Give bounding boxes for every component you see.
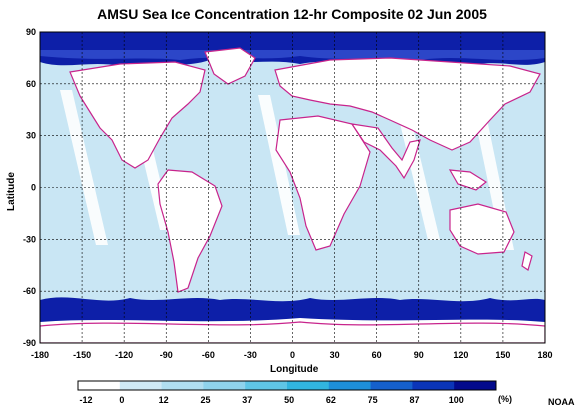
lon-tick-label: 60 [372, 350, 382, 360]
colorbar-label: -12 [79, 395, 92, 405]
colorbar-label: 75 [368, 395, 378, 405]
lat-tick-label: -30 [23, 234, 36, 244]
lon-tick-label: -30 [244, 350, 257, 360]
colorbar-label: 100 [449, 395, 464, 405]
colorbar-segment [245, 381, 288, 390]
colorbar-label: 25 [200, 395, 210, 405]
lon-tick-label: 0 [290, 350, 295, 360]
lat-tick-label: 30 [26, 131, 36, 141]
gridlines [40, 32, 545, 343]
lon-tick-label: -60 [202, 350, 215, 360]
colorbar-segment [287, 381, 330, 390]
x-axis-label: Longitude [270, 364, 319, 375]
y-axis-label: Latitude [5, 172, 17, 211]
colorbar-label: 87 [409, 395, 419, 405]
colorbar-segment [454, 381, 497, 390]
lat-tick-label: -60 [23, 286, 36, 296]
colorbar-unit: (%) [498, 394, 512, 404]
colorbar-label: 50 [284, 395, 294, 405]
colorbar-segment [78, 381, 121, 390]
lon-tick-label: -150 [73, 350, 91, 360]
colorbar-label: 0 [119, 395, 124, 405]
lat-tick-label: 0 [31, 183, 36, 193]
lon-tick-label: 180 [537, 350, 552, 360]
colorbar-label: 37 [242, 395, 252, 405]
colorbar-segment [328, 381, 372, 390]
lat-tick-label: -90 [23, 338, 36, 348]
colorbar-label: 12 [159, 395, 169, 405]
colorbar-frame [77, 380, 497, 391]
colorbar-segment [203, 381, 246, 390]
lon-tick-label: 120 [453, 350, 468, 360]
lon-tick-label: 30 [330, 350, 340, 360]
plot-frame [39, 31, 546, 344]
lon-tick-label: -90 [160, 350, 173, 360]
lon-tick-label: 90 [414, 350, 424, 360]
lat-tick-label: 60 [26, 79, 36, 89]
colorbar-segment [370, 381, 413, 390]
colorbar-segment [412, 381, 455, 390]
credit-label: NOAA [548, 397, 575, 407]
lon-tick-labels: -180 -150 -120 -90 -60 -30 0 30 60 90 120 150 180 [31, 350, 553, 360]
lon-tick-label: -180 [31, 350, 49, 360]
lon-tick-label: -120 [115, 350, 133, 360]
colorbar-segment [161, 381, 204, 390]
lat-tick-label: 90 [26, 27, 36, 37]
map-title: AMSU Sea Ice Concentration 12-hr Composi… [97, 6, 487, 22]
lon-tick-label: 150 [495, 350, 510, 360]
colorbar: -12 0 12 25 37 50 62 75 87 100 [77, 380, 497, 405]
lat-tick-labels: 90 60 30 0 -30 -60 -90 [23, 27, 36, 348]
colorbar-segment [119, 381, 163, 390]
colorbar-label: 62 [326, 395, 336, 405]
